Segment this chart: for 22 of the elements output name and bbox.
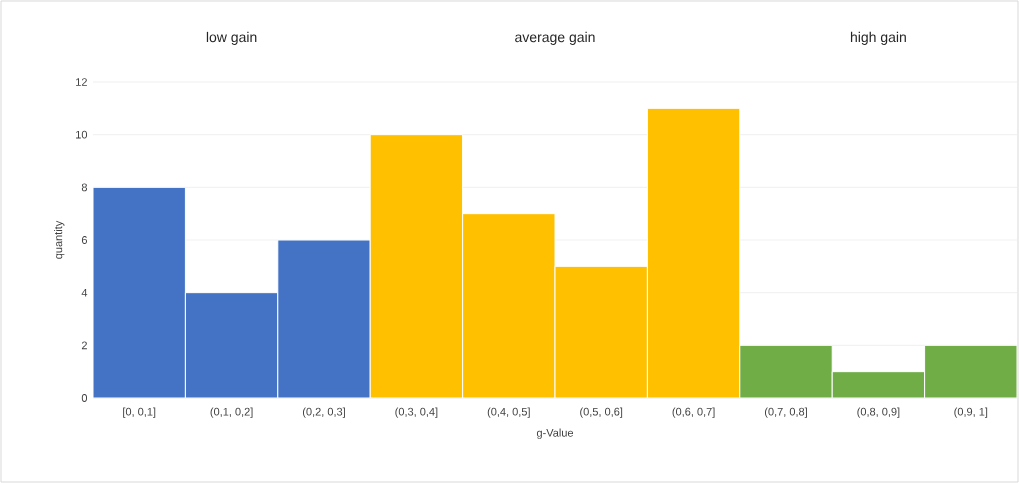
y-tick-label: 6 — [81, 236, 87, 244]
y-tick-label: 10 — [76, 130, 88, 139]
x-tick-label: (0,5, 0,6] — [580, 407, 623, 418]
y-tick-label: 12 — [76, 78, 87, 86]
x-tick-label: (0,1, 0,2] — [210, 407, 253, 418]
x-tick-label: (0,4, 0,5] — [487, 407, 530, 418]
x-axis-title: g-Value — [536, 428, 574, 439]
x-tick-label: (0,7, 0,8] — [764, 407, 807, 418]
x-tick-label: (0,6, 0,7] — [672, 407, 715, 418]
x-tick-label: (0,9, 1] — [954, 407, 988, 418]
y-tick-label: 0 — [81, 394, 88, 402]
y-tick-label: 8 — [81, 183, 87, 192]
x-tick-label: (0,3, 0,4] — [395, 407, 438, 418]
y-tick-label: 4 — [81, 288, 88, 297]
text: average gain — [515, 31, 595, 45]
x-tick-label: (0,2, 0,3] — [302, 407, 345, 418]
x-tick-label: [0, 0,1] — [123, 407, 156, 418]
x-tick-label: (0,8, 0,9] — [857, 407, 900, 418]
text: high gain — [850, 31, 906, 45]
y-tick-label: 2 — [81, 341, 87, 350]
text: low gain — [206, 31, 257, 45]
y-axis-title: quantity — [54, 220, 65, 259]
